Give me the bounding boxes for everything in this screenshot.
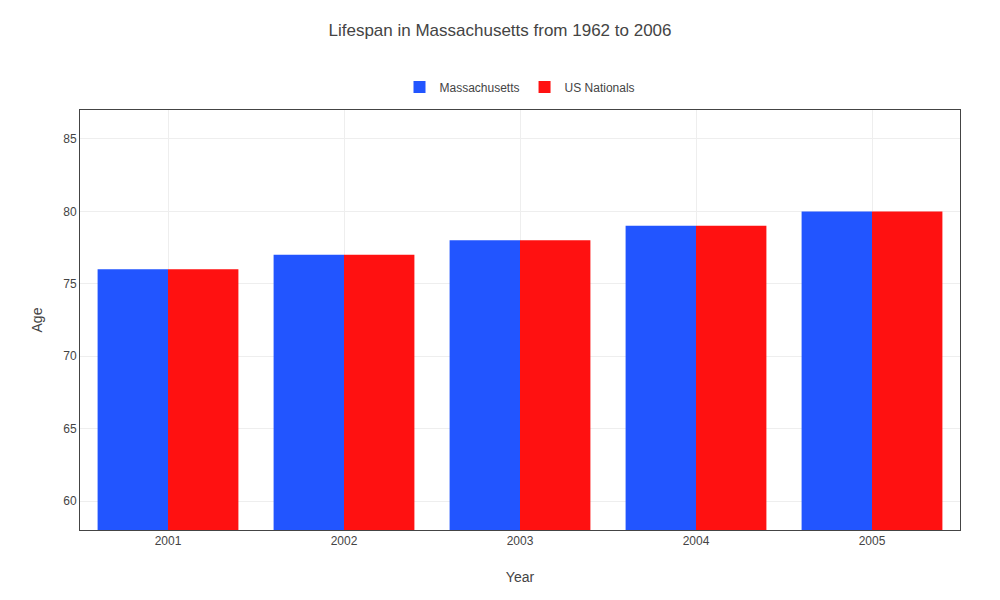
svg-text:80: 80 bbox=[63, 205, 77, 219]
svg-text:70: 70 bbox=[63, 349, 77, 363]
svg-text:2001: 2001 bbox=[155, 534, 182, 548]
svg-text:Age: Age bbox=[29, 307, 45, 332]
svg-text:65: 65 bbox=[63, 422, 77, 436]
svg-text:Year: Year bbox=[506, 569, 535, 585]
svg-text:85: 85 bbox=[63, 132, 77, 146]
svg-text:2005: 2005 bbox=[859, 534, 886, 548]
svg-text:2003: 2003 bbox=[507, 534, 534, 548]
svg-text:Massachusetts: Massachusetts bbox=[440, 81, 520, 95]
svg-text:2004: 2004 bbox=[683, 534, 710, 548]
svg-text:60: 60 bbox=[63, 494, 77, 508]
svg-text:US Nationals: US Nationals bbox=[565, 81, 635, 95]
svg-text:Lifespan in Massachusetts from: Lifespan in Massachusetts from 1962 to 2… bbox=[328, 21, 671, 40]
svg-text:75: 75 bbox=[63, 277, 77, 291]
svg-text:2002: 2002 bbox=[331, 534, 358, 548]
